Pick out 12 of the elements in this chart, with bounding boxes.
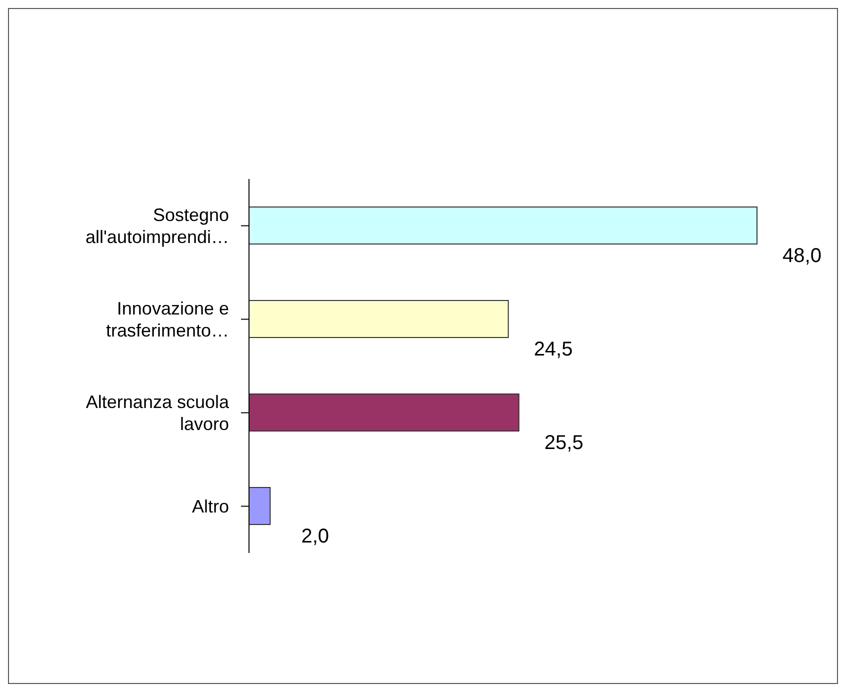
- bar: [248, 206, 758, 245]
- data-label: 2,0: [301, 526, 330, 548]
- y-tick-label: Alternanza scuola lavoro: [86, 392, 230, 434]
- bar: [248, 487, 271, 526]
- bar: [248, 300, 509, 338]
- y-tick-label: Innovazione e trasferimento…: [106, 298, 229, 340]
- bar: [248, 394, 520, 432]
- y-tick-label: Altro: [192, 496, 229, 516]
- data-label: 48,0: [782, 245, 822, 268]
- data-label: 25,5: [544, 432, 584, 454]
- data-label: 24,5: [534, 338, 573, 361]
- y-tick-label: Sostegno all'autoimprendi…: [85, 204, 229, 247]
